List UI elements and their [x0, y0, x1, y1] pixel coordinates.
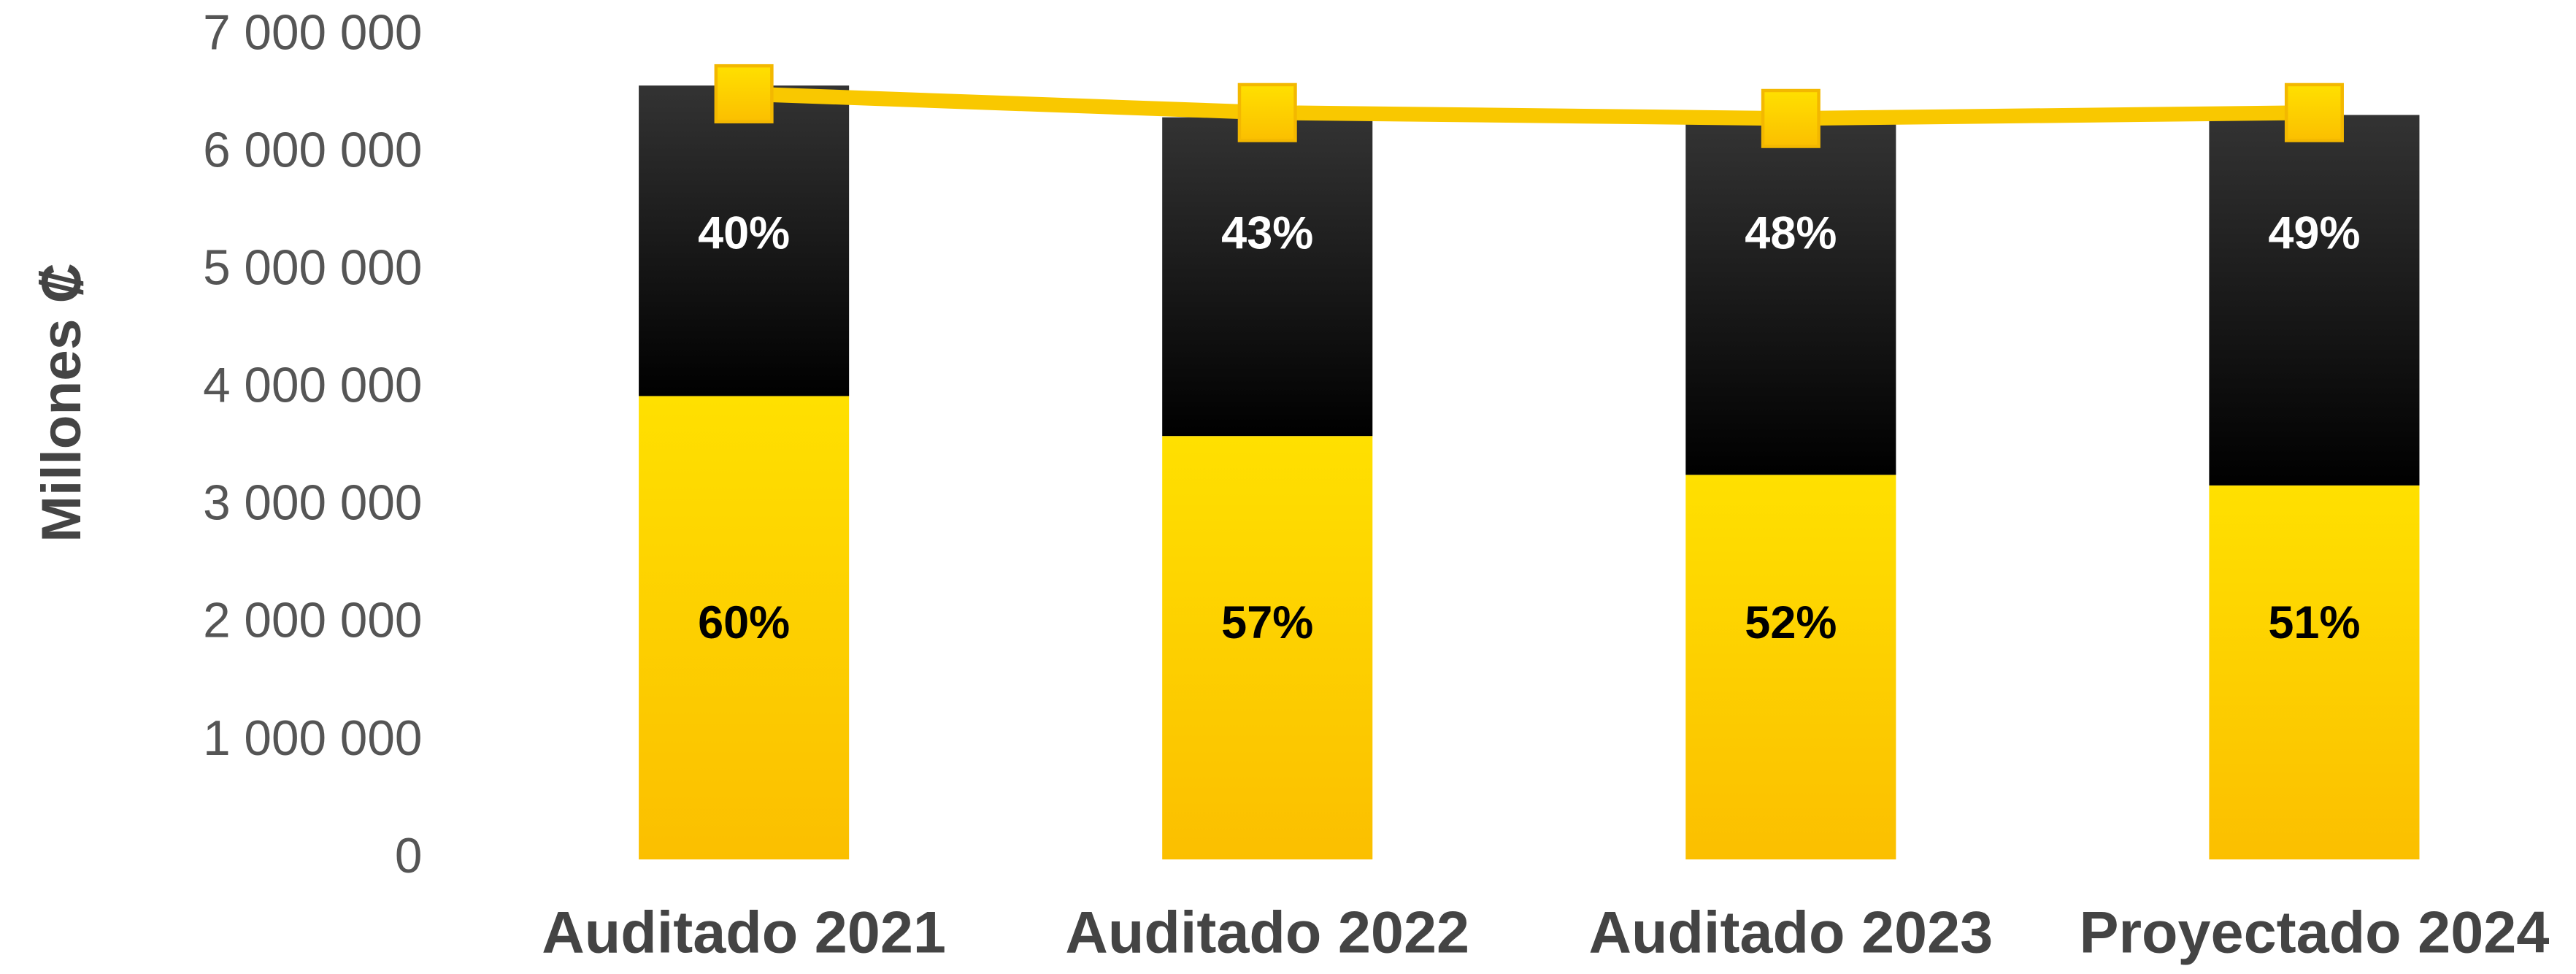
x-tick-label: Auditado 2023	[1588, 900, 1993, 965]
bar-segment	[2209, 115, 2420, 486]
bar-segment	[1162, 436, 1373, 860]
share-label: 43%	[1221, 208, 1313, 259]
y-tick-label: 0	[395, 829, 423, 883]
y-tick-label: 2 000 000	[203, 594, 422, 648]
bar-segment	[639, 396, 850, 860]
bar-segment	[1685, 123, 1896, 475]
y-tick-label: 5 000 000	[203, 241, 422, 296]
share-label: 51%	[2268, 597, 2360, 648]
y-tick-label: 7 000 000	[203, 5, 422, 60]
line-marker	[714, 64, 774, 123]
bar-segment	[2209, 485, 2420, 860]
share-label: 40%	[698, 208, 790, 259]
bar-segment	[1162, 117, 1373, 437]
y-tick-label: 6 000 000	[203, 123, 422, 177]
x-tick-label: Proyectado 2024	[2079, 900, 2549, 965]
bar-segment	[639, 85, 850, 396]
bar-segment	[1685, 475, 1896, 860]
x-tick-label: Auditado 2022	[1065, 900, 1469, 965]
share-label: 52%	[1745, 597, 1837, 648]
y-tick-label: 1 000 000	[203, 711, 422, 766]
share-label: 49%	[2268, 208, 2360, 259]
share-label: 57%	[1221, 597, 1313, 648]
y-tick-label: 4 000 000	[203, 358, 422, 413]
share-label: 48%	[1745, 208, 1837, 259]
y-axis-title: Millones ₡	[31, 263, 93, 542]
line-marker	[2284, 83, 2344, 142]
line-marker	[1237, 83, 1297, 142]
line	[743, 86, 2315, 126]
line-marker	[1761, 88, 1820, 148]
x-tick-label: Auditado 2021	[542, 900, 946, 965]
y-tick-label: 3 000 000	[203, 476, 422, 531]
share-label: 60%	[698, 597, 790, 648]
